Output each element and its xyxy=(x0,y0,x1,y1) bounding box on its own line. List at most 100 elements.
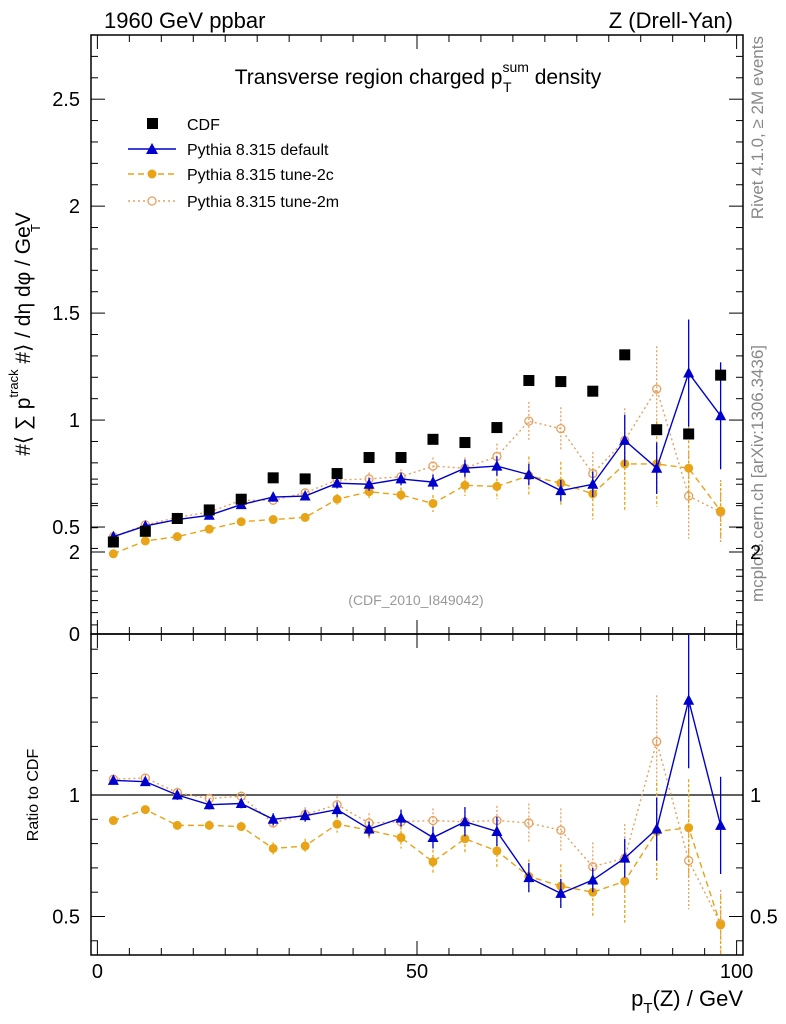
data-point-tune2c xyxy=(332,819,342,829)
data-point-default xyxy=(459,815,471,827)
data-point-cdf xyxy=(299,473,311,485)
data-point-tune2c xyxy=(460,480,470,490)
y-tick-label: 1.5 xyxy=(52,303,80,325)
x-tick-label: 0 xyxy=(92,961,103,983)
data-point-tune2c xyxy=(396,490,406,500)
data-point-default xyxy=(619,434,631,445)
legend-item-tune2m: Pythia 8.315 tune-2m xyxy=(128,194,339,211)
data-point-default xyxy=(555,484,567,496)
data-point-cdf xyxy=(715,369,727,381)
data-point-default xyxy=(427,831,439,843)
data-point-cdf xyxy=(587,385,599,397)
data-point-cdf xyxy=(459,437,471,449)
data-point-cdf xyxy=(555,376,567,388)
data-point-tune2c xyxy=(268,843,278,853)
data-point-default xyxy=(715,819,727,830)
data-point-cdf xyxy=(331,468,343,480)
bottom-ylabel: Ratio to CDF xyxy=(25,749,42,842)
data-point-tune2c xyxy=(108,549,118,559)
data-point-tune2m xyxy=(652,736,662,747)
data-point-tune2c xyxy=(140,536,150,546)
data-point-default xyxy=(651,462,663,473)
data-point-default xyxy=(491,825,503,836)
data-point-cdf xyxy=(267,472,279,484)
data-point-default xyxy=(235,797,247,809)
data-point-tune2m xyxy=(524,416,534,426)
y-tick-label: 0.5 xyxy=(52,517,80,539)
data-point-default xyxy=(267,491,279,502)
data-point-tune2c xyxy=(716,506,726,516)
data-point-tune2c xyxy=(492,481,502,491)
data-point-tune2c xyxy=(236,822,246,832)
data-point-default xyxy=(171,789,183,800)
chart-title-subscript: T xyxy=(503,79,512,95)
data-point-default xyxy=(587,874,599,885)
legend: CDF Pythia 8.315 default Pythia 8.315 tu… xyxy=(128,117,339,211)
top-panel: 0 0.5 1 1.5 2 2.5 (CDF_2010_I849042) Transver… xyxy=(6,34,744,646)
data-point-tune2c xyxy=(172,820,182,830)
data-point-tune2c xyxy=(236,517,246,527)
data-point-tune2m xyxy=(428,461,438,471)
data-point-tune2c xyxy=(428,499,438,509)
data-point-cdf xyxy=(395,452,407,464)
bottom-axis-ticks: 0.5 0.5 1 1 2 2 0 50 100 xyxy=(52,478,778,983)
data-point-default xyxy=(203,798,215,810)
x-tick-label: 50 xyxy=(406,961,428,983)
data-point-cdf xyxy=(203,504,215,516)
legend-item-tune2c: Pythia 8.315 tune-2c xyxy=(128,167,334,184)
data-point-tune2c xyxy=(620,876,630,886)
data-point-default xyxy=(363,823,375,834)
y-tick-label-right: 1 xyxy=(750,785,761,807)
y-tick-label: 1 xyxy=(69,785,80,807)
chart-title: Transverse region charged psum density xyxy=(235,59,602,89)
x-axis-label: pT(Z) / GeV xyxy=(631,986,743,1017)
y-tick-label: 1 xyxy=(69,410,80,432)
data-point-default xyxy=(299,809,311,821)
svg-text:#⟨ ∑ ptrack #⟩ / dη dφ / GeV: #⟨ ∑ ptrack #⟩ / dη dφ / GeV xyxy=(6,212,35,456)
mcplots-label: mcplots.cern.ch [arXiv:1306.3436] xyxy=(748,345,767,602)
top-series-layer xyxy=(107,319,727,559)
series-line-tune2c xyxy=(113,463,722,555)
data-point-default xyxy=(395,472,407,484)
y-tick-label: 2 xyxy=(69,542,80,564)
data-point-cdf xyxy=(107,536,119,548)
data-point-default xyxy=(523,871,535,883)
data-point-tune2m xyxy=(652,384,662,394)
data-point-default xyxy=(107,774,119,785)
legend-item-default: Pythia 8.315 default xyxy=(128,142,329,159)
top-ylabel: #⟨ ∑ ptrack #⟩ / dη dφ / GeV xyxy=(6,212,35,456)
y-tick-label-right: 0.5 xyxy=(750,907,778,929)
data-point-default xyxy=(683,367,695,378)
legend-item-cdf: CDF xyxy=(147,117,220,134)
data-point-tune2c xyxy=(204,524,214,534)
data-point-default xyxy=(427,476,439,487)
data-point-tune2c xyxy=(684,823,694,833)
data-point-cdf xyxy=(523,374,535,386)
data-point-tune2c xyxy=(492,846,502,856)
legend-marker-tune2c xyxy=(147,169,157,179)
data-point-default xyxy=(491,460,503,471)
data-point-tune2c xyxy=(300,512,310,522)
data-point-tune2m xyxy=(556,423,566,434)
x-tick-label: 100 xyxy=(720,961,753,983)
y-tick-label: 0 xyxy=(69,624,80,646)
bottom-series-layer xyxy=(107,635,727,954)
rivet-label: Rivet 4.1.0, ≥ 2M events xyxy=(748,36,767,219)
data-point-tune2c xyxy=(364,487,374,497)
data-point-tune2m xyxy=(556,825,566,835)
data-point-default xyxy=(651,823,663,834)
data-point-default xyxy=(363,478,375,489)
data-point-cdf xyxy=(139,525,151,537)
data-point-default xyxy=(523,468,535,480)
legend-label-default: Pythia 8.315 default xyxy=(187,142,329,159)
data-point-cdf xyxy=(491,422,503,434)
data-point-tune2c xyxy=(204,820,214,830)
data-point-cdf xyxy=(651,424,663,436)
data-point-cdf xyxy=(363,452,375,464)
data-point-default xyxy=(619,852,631,863)
data-point-default xyxy=(555,887,567,898)
data-point-default xyxy=(395,812,407,823)
data-point-cdf xyxy=(619,349,631,361)
data-point-default xyxy=(139,775,151,787)
